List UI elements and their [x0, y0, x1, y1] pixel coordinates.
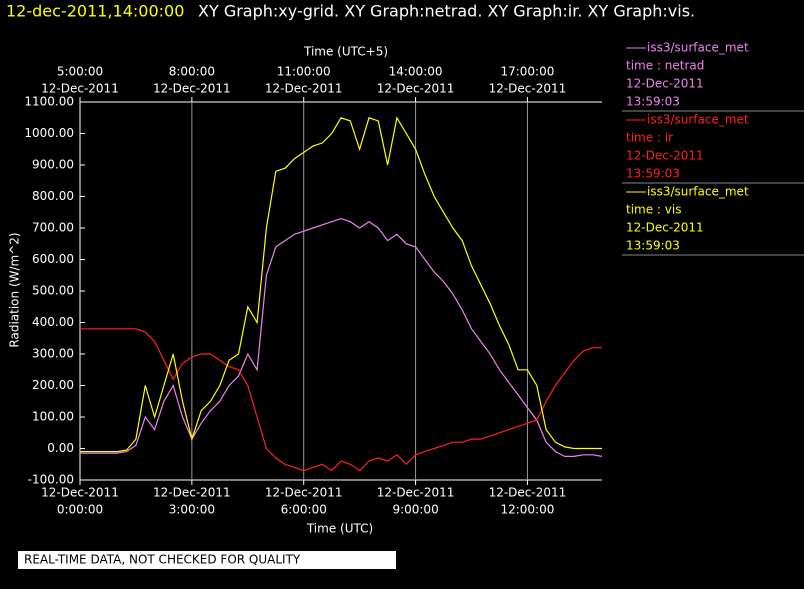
x-tick-date: 12-Dec-2011 [41, 486, 119, 500]
x-tick-label: 6:00:00 [281, 503, 327, 517]
y-tick-label: -100.00 [28, 473, 74, 487]
top-tick-label: 17:00:00 [500, 65, 554, 79]
legend-source: iss3/surface_met [647, 185, 749, 199]
y-tick-label: 600.00 [32, 252, 74, 266]
top-tick-label: 11:00:00 [277, 65, 331, 79]
legend-name: time : netrad [626, 59, 704, 73]
top-tick-label: 14:00:00 [389, 65, 443, 79]
top-tick-date: 12-Dec-2011 [489, 82, 567, 96]
y-axis-label: Radiation (W/m^2) [8, 232, 22, 347]
y-tick-label: 1000.00 [24, 126, 74, 140]
top-tick-date: 12-Dec-2011 [265, 82, 343, 96]
y-tick-label: 500.00 [32, 284, 74, 298]
legend-time: 13:59:03 [626, 239, 680, 253]
y-tick-label: 1100.00 [24, 95, 74, 109]
x-tick-label: 9:00:00 [392, 503, 438, 517]
legend-name: time : vis [626, 203, 681, 217]
x-tick-date: 12-Dec-2011 [265, 486, 343, 500]
legend-source: iss3/surface_met [647, 41, 749, 55]
top-tick-date: 12-Dec-2011 [153, 82, 231, 96]
series-line [80, 217, 603, 457]
series-line [80, 328, 602, 472]
graph-list: XY Graph:xy-grid. XY Graph:netrad. XY Gr… [198, 2, 695, 21]
timestamp: 12-dec-2011,14:00:00 [6, 2, 184, 21]
legend-date: 12-Dec-2011 [626, 77, 704, 91]
footer: REAL-TIME DATA, NOT CHECKED FOR QUALITY [24, 553, 301, 567]
top-axis-label: Time (UTC+5) [303, 45, 388, 59]
x-axis-label: Time (UTC) [306, 522, 373, 536]
top-tick-date: 12-Dec-2011 [41, 82, 119, 96]
legend-name: time : ir [626, 131, 673, 145]
top-tick-date: 12-Dec-2011 [377, 82, 455, 96]
y-tick-label: 400.00 [32, 315, 74, 329]
x-tick-label: 3:00:00 [169, 503, 215, 517]
x-tick-label: 0:00:00 [57, 503, 103, 517]
y-tick-label: 300.00 [32, 347, 74, 361]
y-tick-label: 700.00 [32, 221, 74, 235]
x-tick-date: 12-Dec-2011 [153, 486, 231, 500]
x-tick-date: 12-Dec-2011 [489, 486, 567, 500]
x-tick-label: 12:00:00 [500, 503, 554, 517]
series-line [80, 116, 602, 453]
y-tick-label: 0.00 [47, 441, 74, 455]
y-tick-label: 100.00 [32, 410, 74, 424]
legend-date: 12-Dec-2011 [626, 221, 704, 235]
top-tick-label: 8:00:00 [169, 65, 215, 79]
x-tick-date: 12-Dec-2011 [377, 486, 455, 500]
y-tick-label: 800.00 [32, 189, 74, 203]
legend-time: 13:59:03 [626, 167, 680, 181]
legend-time: 13:59:03 [626, 95, 680, 109]
legend-date: 12-Dec-2011 [626, 149, 704, 163]
y-tick-label: 900.00 [32, 158, 74, 172]
top-tick-label: 5:00:00 [57, 65, 103, 79]
footer-box [18, 551, 396, 569]
legend-source: iss3/surface_met [647, 113, 749, 127]
y-tick-label: 200.00 [32, 378, 74, 392]
